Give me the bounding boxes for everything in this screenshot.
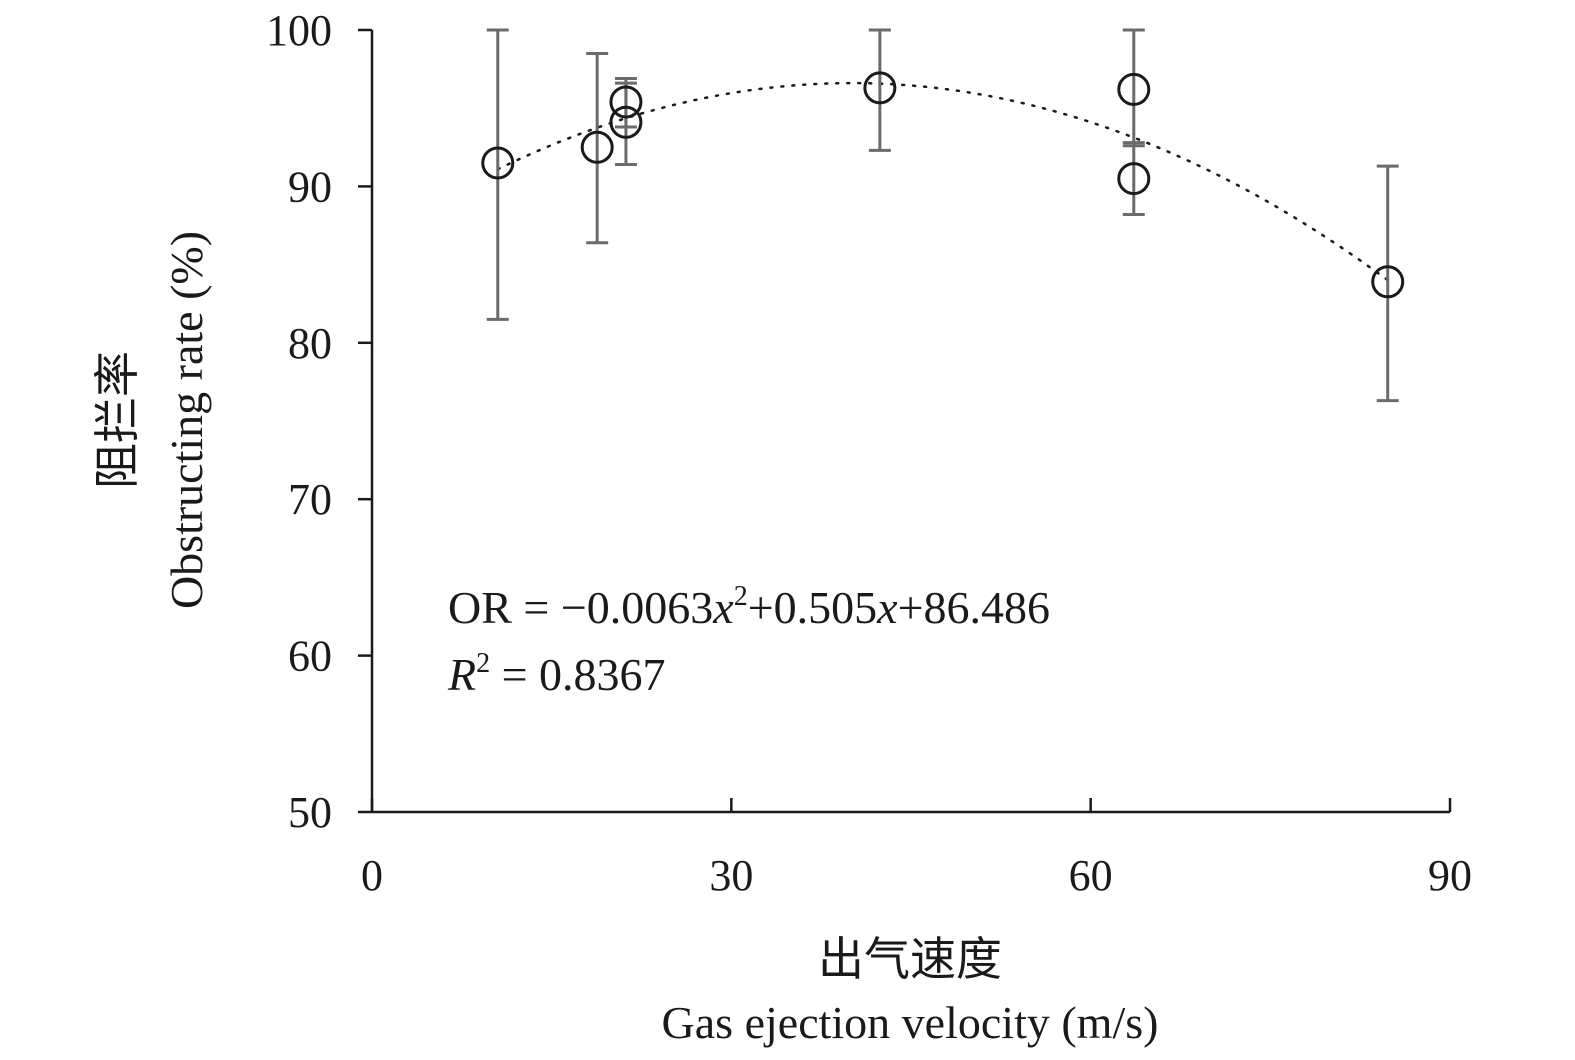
trendline-group xyxy=(496,81,1389,282)
errorbar-group xyxy=(486,28,1399,403)
y-axis-label-en: Obstructing rate (%) xyxy=(161,231,212,609)
errorbar xyxy=(1376,164,1399,403)
axes xyxy=(358,28,1452,814)
errorbar xyxy=(586,51,609,245)
data-point xyxy=(609,85,643,119)
y-axis-label-en-group: Obstructing rate (%) xyxy=(161,231,212,609)
x-tick-label: 30 xyxy=(709,851,753,900)
errorbar xyxy=(1122,141,1145,217)
x-axis-label: 出气速度 xyxy=(818,934,1002,985)
data-point xyxy=(609,105,643,139)
points-group xyxy=(481,71,1405,299)
y-tick-label: 100 xyxy=(266,6,332,55)
y-tick-label: 50 xyxy=(288,788,332,837)
data-point xyxy=(1117,72,1151,106)
data-point xyxy=(580,130,614,164)
data-point xyxy=(1117,162,1151,196)
data-point xyxy=(863,71,897,105)
x-axis-label-en: Gas ejection velocity (m/s) xyxy=(662,997,1159,1048)
r-squared-annotation: R2 = 0.8367 xyxy=(447,648,666,700)
y-axis-label-group: 阻拦率 xyxy=(92,351,143,489)
data-point xyxy=(481,146,515,180)
x-tick-label: 90 xyxy=(1428,851,1472,900)
y-axis-label: 阻拦率 xyxy=(92,351,143,489)
y-tick-label: 70 xyxy=(288,475,332,524)
equation-annotation: OR = −0.0063x2+0.505x+86.486 xyxy=(448,581,1050,633)
x-tick-label: 0 xyxy=(361,851,383,900)
y-tick-label: 60 xyxy=(288,632,332,681)
errorbar xyxy=(1122,28,1145,148)
errorbar xyxy=(486,28,509,321)
tick-labels: 50 60 70 80 90 100 0 30 60 90 xyxy=(266,6,1472,900)
trendline xyxy=(496,81,1389,282)
y-tick-label: 80 xyxy=(288,319,332,368)
y-tick-label: 90 xyxy=(288,162,332,211)
errorbar xyxy=(614,81,637,167)
x-tick-label: 60 xyxy=(1069,851,1113,900)
errorbar xyxy=(868,28,891,152)
data-point xyxy=(1371,265,1405,299)
